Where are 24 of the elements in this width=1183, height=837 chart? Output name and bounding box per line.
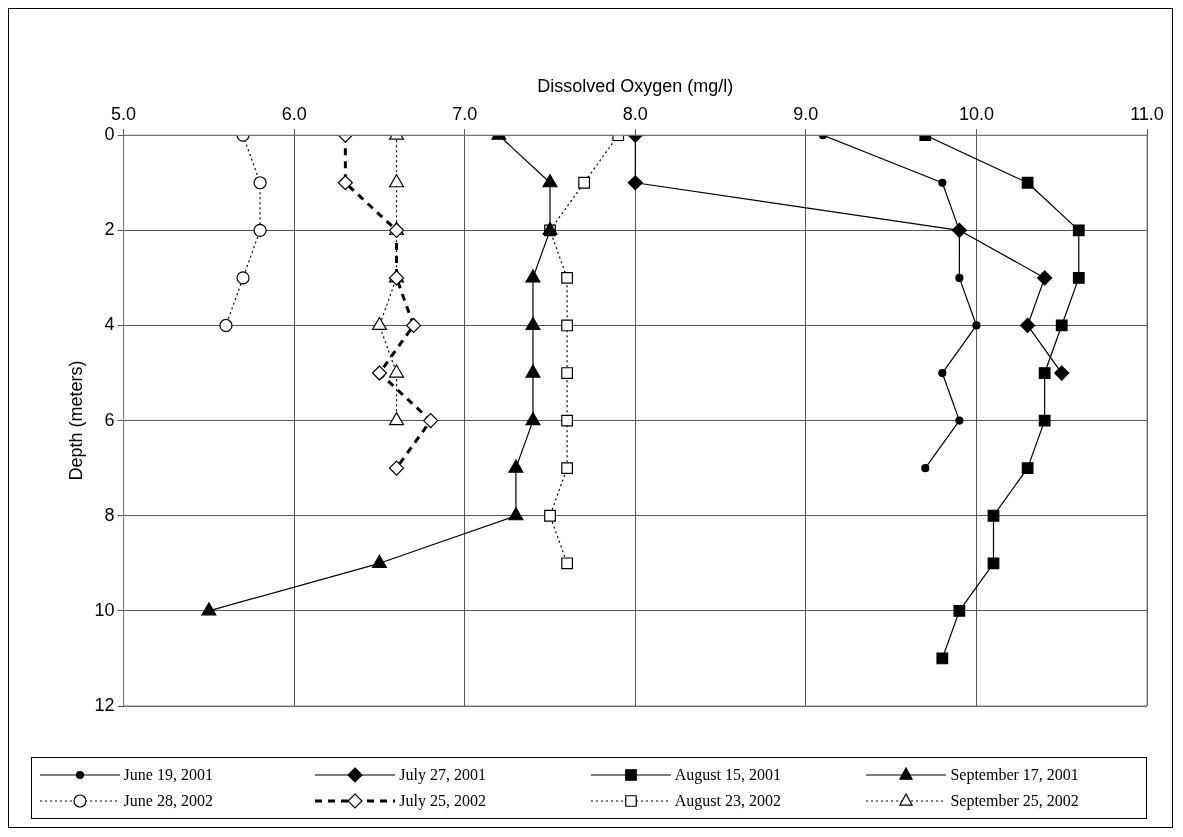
x-tick-label: 10.0 (958, 104, 994, 125)
legend-label: September 25, 2002 (950, 792, 1079, 810)
x-axis-title: Dissolved Oxygen (mg/l) (537, 75, 734, 96)
x-tick-label: 7.0 (452, 104, 478, 125)
legend-label: June 28, 2002 (123, 792, 213, 810)
y-tick-label: 8 (104, 504, 115, 525)
legend-label: August 23, 2002 (674, 792, 782, 810)
x-tick-label: 5.0 (111, 104, 137, 125)
legend-label: July 25, 2002 (399, 792, 486, 810)
legend-label: September 17, 2001 (950, 766, 1079, 784)
y-tick-label: 0 (104, 124, 115, 145)
y-tick-label: 2 (104, 219, 115, 240)
x-tick-label: 6.0 (281, 104, 307, 125)
legend-label: June 19, 2001 (123, 766, 213, 784)
y-tick-label: 12 (94, 694, 115, 715)
y-tick-label: 6 (104, 409, 115, 430)
legend-label: July 27, 2001 (399, 766, 486, 784)
y-axis-title: Depth (meters) (65, 360, 86, 481)
legend-label: August 15, 2001 (674, 766, 782, 784)
y-tick-label: 4 (104, 314, 115, 335)
x-tick-label: 11.0 (1130, 104, 1164, 125)
x-tick-label: 9.0 (793, 104, 819, 125)
y-tick-label: 10 (94, 599, 115, 620)
x-tick-label: 8.0 (622, 104, 648, 125)
